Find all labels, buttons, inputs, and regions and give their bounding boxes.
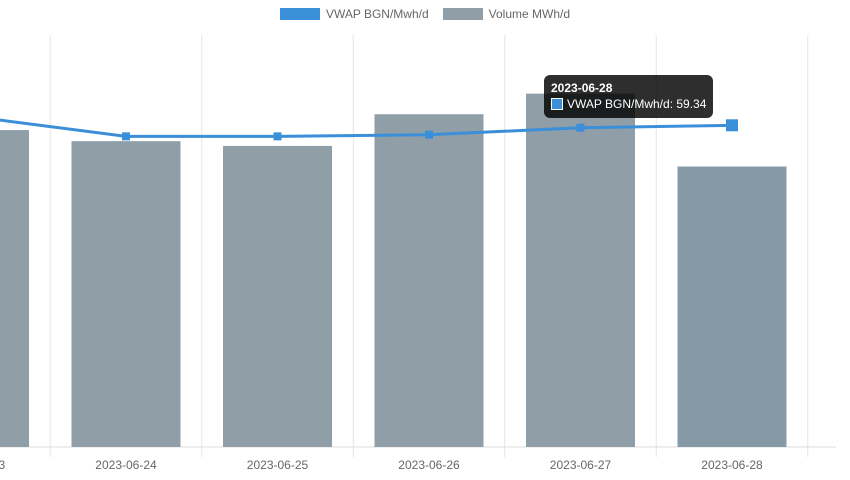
- x-axis-ticks: 2023-06-23 2023-06-24 2023-06-25 2023-06-26…: [0, 458, 763, 472]
- legend-label-vwap: VWAP BGN/Mwh/d: [325, 7, 429, 21]
- vwap-point: [425, 130, 433, 139]
- x-tick-label: 2023-06-24: [95, 458, 157, 472]
- x-tick-label: 2023-06-25: [247, 458, 309, 472]
- tooltip-label: VWAP BGN/Mwh/d: 59.34: [567, 97, 707, 111]
- x-tick-label: 2023-06-28: [701, 458, 763, 472]
- legend-item-vwap[interactable]: VWAP BGN/Mwh/d: [279, 7, 429, 21]
- legend-item-volume[interactable]: Volume MWh/d: [442, 7, 571, 21]
- legend-swatch-volume: [442, 8, 483, 20]
- legend-label-volume: Volume MWh/d: [488, 7, 571, 21]
- volume-bar: [0, 130, 29, 448]
- volume-bars: [0, 93, 787, 448]
- x-tick-label: 2023-06-23: [0, 458, 6, 472]
- vwap-line-path: [0, 118, 733, 138]
- x-tick-label: 2023-06-27: [550, 458, 612, 472]
- legend-swatch-vwap: [279, 8, 320, 20]
- vwap-point: [576, 123, 585, 132]
- volume-bar: [526, 93, 635, 447]
- vwap-point: [122, 132, 130, 141]
- vwap-point: [273, 132, 282, 141]
- volume-bar: [677, 166, 787, 447]
- tooltip-color-box: [551, 98, 563, 110]
- volume-bar: [223, 145, 332, 447]
- tooltip-title: 2023-06-28: [551, 81, 613, 95]
- legend: VWAP BGN/Mwh/d Volume MWh/d: [0, 7, 850, 21]
- vwap-line: [0, 118, 738, 141]
- tooltip: 2023-06-28 VWAP BGN/Mwh/d: 59.34: [544, 75, 714, 118]
- x-tick-label: 2023-06-26: [398, 458, 460, 472]
- vwap-point-active: [726, 119, 738, 132]
- volume-bar: [374, 114, 484, 447]
- volume-bar: [71, 141, 181, 447]
